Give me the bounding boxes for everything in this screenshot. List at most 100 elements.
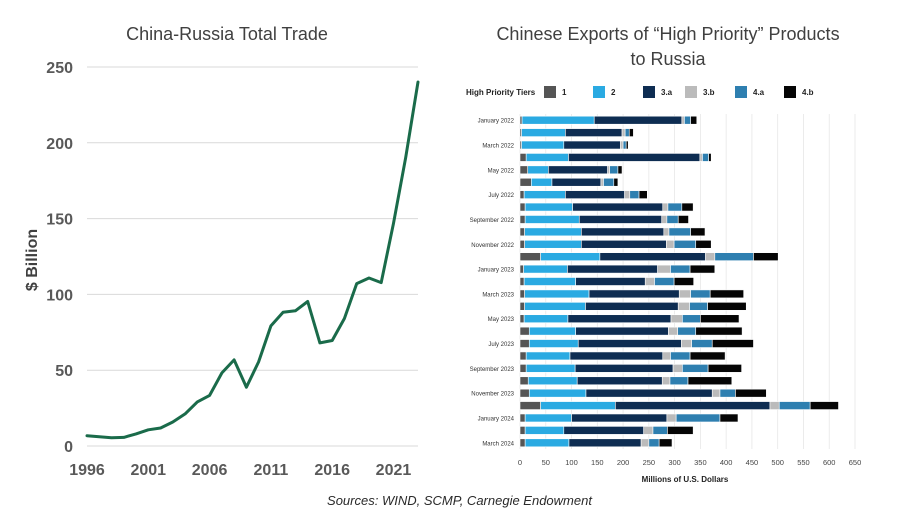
bar-segment <box>519 264 524 274</box>
bar-segment <box>524 227 582 237</box>
bar-segment <box>524 215 580 224</box>
bar-segment <box>527 165 549 175</box>
bar-segment <box>585 302 679 311</box>
bar-segment <box>617 165 623 175</box>
bar-segment <box>621 128 626 137</box>
bar-segment <box>707 364 742 373</box>
bar-segment <box>667 202 683 212</box>
left-x-tick-label: 2011 <box>254 462 289 479</box>
bar-segment <box>690 227 706 237</box>
bar-segment <box>523 190 566 199</box>
bar-segment <box>567 264 658 274</box>
bar-segment <box>673 277 694 286</box>
bar-segment <box>689 302 708 311</box>
right-x-tick-label: 250 <box>643 458 656 467</box>
bar-segment <box>585 388 713 398</box>
bar-segment <box>519 302 525 311</box>
bar-segment <box>690 289 711 299</box>
bar-segment <box>523 314 569 324</box>
bar-segment <box>519 165 529 175</box>
bar-segment <box>620 140 624 150</box>
bar-segment <box>593 115 683 125</box>
bar-segment <box>708 153 712 162</box>
bar-segment <box>670 351 691 361</box>
bar-segment <box>675 413 721 423</box>
legend-title: High Priority Tiers <box>466 88 536 97</box>
bar-segment <box>581 227 665 237</box>
bar-segment <box>524 438 570 448</box>
right-y-tick-label: March 2023 <box>482 292 514 298</box>
bar-segment <box>707 302 747 311</box>
left-x-tick-label: 2016 <box>314 462 350 479</box>
bar-segment <box>588 289 680 299</box>
left-chart-ylabel: $ Billion <box>24 229 41 291</box>
bar-segment <box>624 128 630 137</box>
bar-segment <box>519 239 525 249</box>
bar-segment <box>525 153 569 162</box>
left-y-tick-label: 150 <box>46 212 73 229</box>
bar-segment <box>667 426 694 435</box>
bar-segment <box>600 177 604 187</box>
bar-segment <box>644 277 655 286</box>
right-chart-title-line2: to Russia <box>630 49 706 69</box>
bar-segment <box>689 264 716 274</box>
bar-segment <box>519 426 526 435</box>
right-x-tick-label: 50 <box>542 458 550 467</box>
right-x-tick-label: 550 <box>797 458 810 467</box>
bar-segment <box>524 302 586 311</box>
bar-segment <box>528 339 579 348</box>
right-chart-xlabel: Millions of U.S. Dollars <box>642 475 729 484</box>
bar-segment <box>666 239 675 249</box>
bar-segment <box>519 376 529 386</box>
legend-swatch <box>544 86 556 98</box>
bar-segment <box>521 115 595 125</box>
bar-segment <box>519 215 526 224</box>
bar-segment <box>622 140 627 150</box>
right-y-tick-label: January 2024 <box>478 416 515 422</box>
right-y-tick-label: March 2022 <box>482 144 514 150</box>
right-x-tick-label: 350 <box>694 458 707 467</box>
right-y-tick-label: November 2022 <box>471 243 514 249</box>
bar-segment <box>548 165 608 175</box>
bar-segment <box>519 388 530 398</box>
bar-segment <box>519 326 530 336</box>
bar-segment <box>563 140 621 150</box>
legend-swatch <box>685 86 697 98</box>
bar-segment <box>524 202 573 212</box>
bar-segment <box>662 202 669 212</box>
right-y-tick-label: March 2024 <box>482 441 514 447</box>
right-x-tick-label: 450 <box>746 458 759 467</box>
bar-segment <box>519 190 525 199</box>
bar-segment <box>663 227 670 237</box>
bar-segment <box>528 388 587 398</box>
bar-segment <box>654 277 675 286</box>
bar-segment <box>711 339 754 348</box>
bar-segment <box>563 426 644 435</box>
bar-segment <box>568 153 701 162</box>
bar-segment <box>666 215 679 224</box>
bar-segment <box>568 438 642 448</box>
bar-segment <box>628 128 634 137</box>
right-x-tick-label: 200 <box>617 458 630 467</box>
bar-segment <box>689 351 726 361</box>
legend-label: 3.b <box>703 88 715 97</box>
bar-segment <box>714 252 754 261</box>
bar-segment <box>581 239 667 249</box>
bar-segment <box>524 426 565 435</box>
bar-segment <box>599 252 706 261</box>
bar-segment <box>519 438 526 448</box>
bar-segment <box>681 202 694 212</box>
bar-segment <box>521 140 565 150</box>
bar-segment <box>603 177 615 187</box>
bar-segment <box>682 364 709 373</box>
left-chart-title: China-Russia Total Trade <box>126 24 328 44</box>
bar-segment <box>638 190 648 199</box>
right-y-tick-label: January 2022 <box>478 119 515 125</box>
bar-segment <box>709 289 744 299</box>
bar-segment <box>519 289 525 299</box>
bar-segment <box>575 326 669 336</box>
left-x-tick-label: 2001 <box>130 462 166 479</box>
legend-label: 4.a <box>753 88 765 97</box>
legend-label: 4.b <box>802 88 814 97</box>
bar-segment <box>519 115 523 125</box>
